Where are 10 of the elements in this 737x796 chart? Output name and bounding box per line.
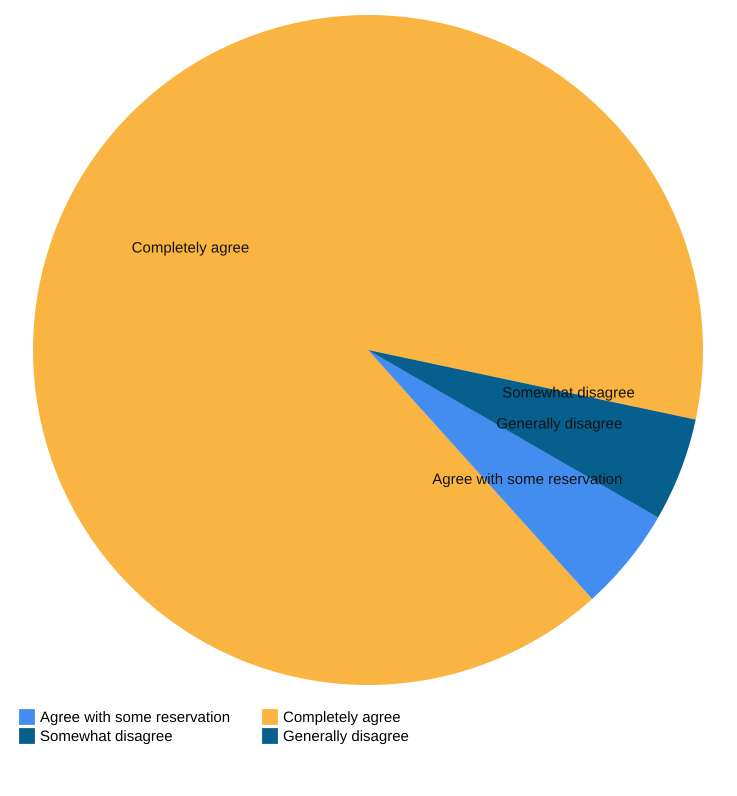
legend-label: Completely agree (283, 709, 401, 726)
slice-label: Generally disagree (496, 415, 622, 432)
category-label: Somewhat disagree (502, 384, 635, 402)
legend-label: Agree with some reservation (40, 709, 230, 726)
pie-slice (368, 350, 696, 518)
pie-slice (368, 350, 658, 599)
pie-slice (33, 15, 703, 685)
legend-label: Somewhat disagree (40, 728, 173, 745)
legend-label: Generally disagree (283, 728, 409, 745)
slice-label: Completely agree (132, 240, 250, 256)
